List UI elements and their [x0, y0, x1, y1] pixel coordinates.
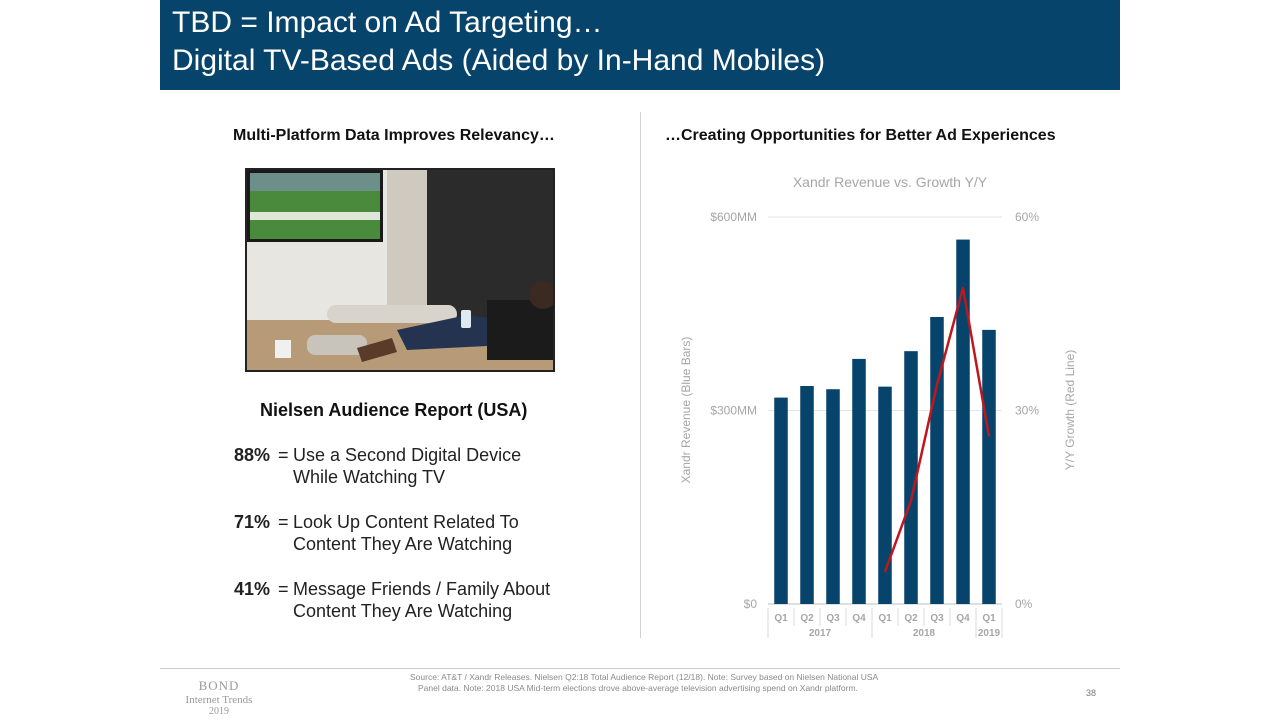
x-tick-label: Q2: [904, 613, 918, 624]
slide-title-line-1: TBD = Impact on Ad Targeting…: [172, 6, 603, 39]
brand-name: BOND: [198, 678, 240, 693]
growth-line: [883, 286, 991, 573]
stat-percent: 71%: [234, 512, 271, 532]
stat-text-line-2: Content They Are Watching: [293, 534, 513, 554]
source-note: Source: AT&T / Xandr Releases. Nielsen Q…: [410, 672, 1010, 694]
source-line-2: Panel data. Note: 2018 USA Mid-term elec…: [418, 683, 858, 693]
revenue-bar: [852, 358, 866, 604]
stat-text-line-1: Look Up Content Related To: [293, 512, 519, 532]
x-tick-label: Q4: [956, 613, 970, 624]
revenue-bar: [930, 316, 944, 604]
y-tick-label: $300MM: [710, 404, 757, 418]
revenue-bar: [800, 385, 814, 604]
x-tick-label: Q1: [982, 613, 996, 624]
revenue-bar: [956, 239, 970, 604]
column-divider: [640, 112, 641, 638]
photo-illustration: [247, 170, 553, 370]
right-heading: …Creating Opportunities for Better Ad Ex…: [665, 127, 1056, 144]
revenue-bar: [826, 389, 840, 604]
source-line-1: Source: AT&T / Xandr Releases. Nielsen Q…: [410, 672, 879, 682]
x-tick-label: Q1: [774, 613, 788, 624]
x-tick-label: Q4: [852, 613, 866, 624]
brand-subtitle: Internet Trends: [185, 694, 253, 706]
year-label: 2017: [809, 628, 832, 639]
stat-percent: 41%: [234, 579, 271, 599]
bond-logo: BOND Internet Trends 2019: [160, 678, 278, 717]
revenue-bar: [904, 351, 918, 604]
footer-divider: [160, 668, 1120, 669]
stat-text-line-1: Message Friends / Family About: [293, 579, 551, 599]
revenue-bar: [982, 329, 996, 604]
year-label: 2018: [913, 628, 936, 639]
stat-text-line-2: While Watching TV: [293, 467, 446, 487]
slide-title-line-2: Digital TV-Based Ads (Aided by In-Hand M…: [172, 44, 826, 77]
x-tick-label: Q1: [878, 613, 892, 624]
brand-year: 2019: [209, 706, 229, 717]
y-tick-label: $600MM: [710, 210, 757, 224]
x-tick-label: Q3: [826, 613, 840, 624]
revenue-bar: [774, 397, 788, 604]
x-tick-label: Q3: [930, 613, 944, 624]
year-label: 2019: [978, 628, 1001, 639]
y2-tick-label: 30%: [1015, 404, 1039, 418]
left-heading: Multi-Platform Data Improves Relevancy…: [233, 127, 555, 144]
living-room-photo: [245, 168, 555, 372]
report-title: Nielsen Audience Report (USA): [260, 400, 528, 420]
y-tick-label: $0: [744, 597, 758, 611]
stat-percent: 88%: [234, 445, 271, 465]
title-bar: TBD = Impact on Ad Targeting… Digital TV…: [160, 0, 1120, 90]
x-tick-label: Q2: [800, 613, 814, 624]
page-number: 38: [1086, 688, 1097, 698]
y2-tick-label: 0%: [1015, 597, 1033, 611]
y2-axis-label: Y/Y Growth (Red Line): [1063, 350, 1077, 471]
stat-text-line-2: Content They Are Watching: [293, 601, 513, 621]
revenue-bar: [878, 386, 892, 604]
stat-equals: =: [278, 579, 289, 599]
chart-title: Xandr Revenue vs. Growth Y/Y: [793, 174, 988, 190]
stat-text-line-1: Use a Second Digital Device: [293, 445, 522, 465]
y2-tick-label: 60%: [1015, 210, 1039, 224]
stat-equals: =: [278, 512, 289, 532]
y-axis-label: Xandr Revenue (Blue Bars): [679, 337, 693, 484]
stat-equals: =: [278, 445, 289, 465]
